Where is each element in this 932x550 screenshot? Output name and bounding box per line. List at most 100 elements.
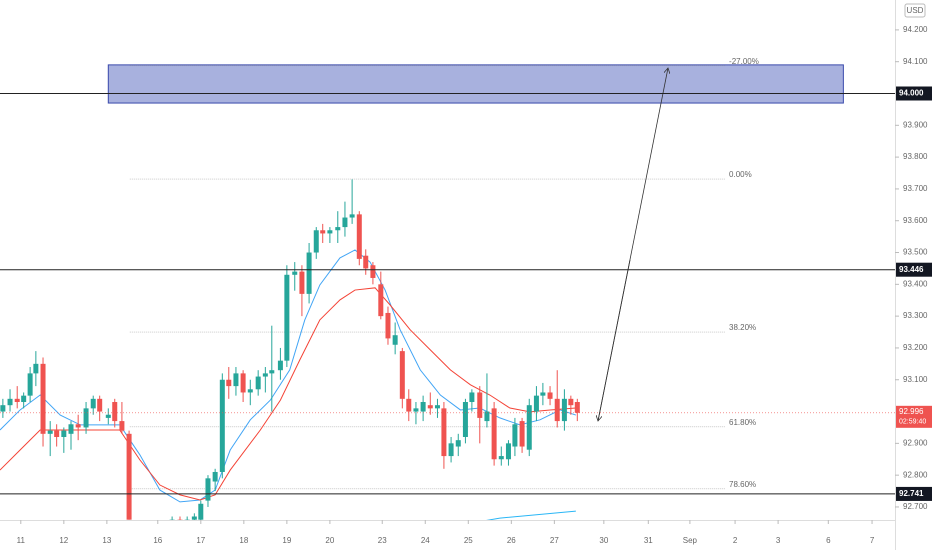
x-tick-label: 18 — [239, 536, 248, 545]
candle-body — [313, 230, 319, 253]
fib-label: -27.00% — [729, 57, 759, 66]
candle-body — [392, 335, 398, 345]
level-tag — [896, 262, 932, 277]
fib-label: 61.80% — [729, 418, 756, 427]
candle-body — [498, 456, 504, 460]
candle-body — [505, 443, 511, 460]
candle-body — [378, 284, 384, 317]
moving-average — [0, 249, 577, 503]
x-tick-label: 2 — [733, 536, 738, 545]
candle-body — [212, 471, 218, 482]
candle-body — [177, 519, 183, 520]
x-tick-label: 7 — [870, 536, 875, 545]
candle-body — [568, 398, 574, 406]
candle-body — [0, 405, 6, 412]
candle-body — [574, 402, 580, 413]
y-tick-label: 93.100 — [903, 375, 928, 384]
y-tick-label: 94.200 — [903, 25, 928, 34]
candle-body — [14, 398, 20, 403]
countdown: 02:59:40 — [899, 419, 926, 426]
x-tick-label: 19 — [282, 536, 291, 545]
candle-body — [226, 379, 232, 387]
candle-body — [491, 408, 497, 460]
candle-body — [75, 424, 81, 428]
candle-body — [327, 230, 333, 234]
y-tick-label: 92.800 — [903, 470, 928, 479]
candle-body — [335, 227, 341, 231]
candle-body — [277, 360, 283, 371]
candle-body — [533, 395, 539, 412]
candle-body — [554, 398, 560, 422]
y-tick-label: 93.900 — [903, 120, 928, 129]
last-price-label: 92.996 — [899, 407, 924, 416]
candle-body — [198, 503, 204, 520]
x-tick-label: 31 — [644, 536, 653, 545]
candle-body — [469, 392, 475, 403]
x-tick-label: 24 — [421, 536, 430, 545]
candle-body — [47, 430, 53, 434]
candle-body — [40, 363, 46, 434]
candle-body — [284, 274, 290, 361]
y-tick-label: 94.100 — [903, 57, 928, 66]
candle-body — [519, 421, 525, 447]
y-tick-label: 92.700 — [903, 502, 928, 511]
x-tick-label: 17 — [196, 536, 205, 545]
candle-body — [119, 421, 125, 431]
candle-body — [540, 392, 546, 396]
level-tag — [896, 86, 932, 101]
plot-area — [0, 64, 844, 520]
candle-body — [191, 516, 197, 520]
y-tick-label: 93.500 — [903, 248, 928, 257]
y-tick-label: 93.200 — [903, 343, 928, 352]
y-tick-label: 93.300 — [903, 311, 928, 320]
x-tick-label: Sep — [683, 536, 698, 545]
candle-body — [512, 424, 518, 447]
candle-body — [320, 230, 326, 234]
candle-body — [455, 440, 461, 447]
x-tick-label: 12 — [59, 536, 68, 545]
candle-body — [21, 395, 27, 403]
y-tick-label: 93.800 — [903, 152, 928, 161]
candle-body — [427, 405, 433, 409]
fib-label: 38.20% — [729, 323, 756, 332]
arrow-head — [598, 259, 631, 421]
x-tick-label: 23 — [378, 536, 387, 545]
y-tick-label: 93.600 — [903, 216, 928, 225]
x-tick-label: 6 — [826, 536, 831, 545]
candle-body — [61, 430, 67, 437]
candle-body — [406, 398, 412, 412]
candle-body — [90, 398, 96, 409]
candle-body — [105, 414, 111, 418]
y-tick-label: 93.400 — [903, 279, 928, 288]
x-tick-label: 16 — [153, 536, 162, 545]
x-tick-label: 30 — [599, 536, 608, 545]
level-tag — [896, 486, 932, 501]
candle-body — [477, 392, 483, 418]
level-label: 92.741 — [899, 489, 924, 498]
x-tick-label: 27 — [550, 536, 559, 545]
candle-body — [434, 405, 440, 409]
moving-average — [0, 287, 576, 501]
candle-body — [184, 519, 190, 520]
candle-body — [363, 255, 369, 269]
candle-body — [370, 265, 376, 278]
currency-box — [904, 3, 926, 18]
candle-body — [299, 271, 305, 294]
candle-body — [292, 271, 298, 275]
supply-zone — [107, 64, 844, 104]
moving-average — [486, 510, 576, 520]
candle-body — [233, 373, 239, 387]
candle-body — [526, 405, 532, 450]
candle-body — [413, 408, 419, 412]
candle-body — [97, 398, 103, 412]
x-tick-label: 25 — [464, 536, 473, 545]
candle-body — [349, 214, 355, 218]
candle-body — [306, 252, 312, 294]
candle-body — [547, 392, 553, 399]
level-label: 94.000 — [899, 89, 924, 98]
candle-body — [112, 402, 118, 422]
candle-body — [255, 376, 261, 390]
candle-body — [240, 373, 246, 393]
candle-body — [342, 217, 348, 228]
last-price-tag — [896, 405, 932, 428]
